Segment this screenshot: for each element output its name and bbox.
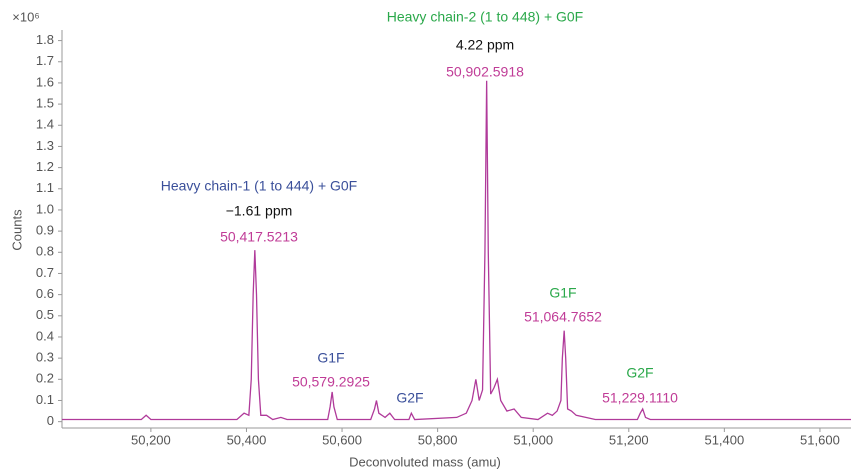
y-tick-label: 0 bbox=[47, 413, 54, 428]
y-multiplier: ×10⁶ bbox=[12, 9, 39, 24]
y-tick-label: 0.8 bbox=[36, 244, 54, 259]
y-tick-label: 1.1 bbox=[36, 180, 54, 195]
annotation: G2F bbox=[396, 390, 423, 406]
y-tick-label: 1.8 bbox=[36, 32, 54, 47]
annotation: 50,902.5918 bbox=[446, 64, 524, 80]
y-tick-label: 1.6 bbox=[36, 74, 54, 89]
annotation: Heavy chain-2 (1 to 448) + G0F bbox=[387, 9, 584, 25]
y-tick-label: 0.3 bbox=[36, 350, 54, 365]
x-tick-label: 50,600 bbox=[322, 432, 362, 447]
y-tick-label: 0.1 bbox=[36, 392, 54, 407]
annotation: 50,579.2925 bbox=[292, 374, 370, 390]
x-tick-label: 51,400 bbox=[704, 432, 744, 447]
y-tick-label: 0.2 bbox=[36, 371, 54, 386]
annotation: 50,417.5213 bbox=[220, 229, 298, 245]
y-tick-label: 1.7 bbox=[36, 53, 54, 68]
y-tick-label: 0.4 bbox=[36, 328, 54, 343]
y-tick-label: 1.2 bbox=[36, 159, 54, 174]
y-tick-label: 1.0 bbox=[36, 201, 54, 216]
y-tick-label: 0.7 bbox=[36, 265, 54, 280]
y-tick-label: 0.5 bbox=[36, 307, 54, 322]
x-tick-label: 50,800 bbox=[418, 432, 458, 447]
x-tick-label: 50,400 bbox=[227, 432, 267, 447]
y-axis-label: Counts bbox=[9, 209, 24, 251]
y-tick-label: 0.9 bbox=[36, 223, 54, 238]
x-tick-label: 51,000 bbox=[513, 432, 553, 447]
y-tick-label: 1.4 bbox=[36, 117, 54, 132]
spectrum-line bbox=[62, 80, 851, 421]
annotation: 4.22 ppm bbox=[456, 37, 514, 53]
annotation: G2F bbox=[626, 365, 653, 381]
annotation: 51,229.1110 bbox=[602, 390, 678, 406]
x-tick-label: 51,200 bbox=[609, 432, 649, 447]
x-axis-label: Deconvoluted mass (amu) bbox=[349, 454, 501, 469]
x-tick-label: 50,200 bbox=[131, 432, 171, 447]
y-tick-label: 1.5 bbox=[36, 96, 54, 111]
annotation: Heavy chain-1 (1 to 444) + G0F bbox=[161, 178, 358, 194]
x-tick-label: 51,600 bbox=[800, 432, 840, 447]
annotation: 51,064.7652 bbox=[524, 309, 602, 325]
y-tick-label: 0.6 bbox=[36, 286, 54, 301]
y-tick-label: 1.3 bbox=[36, 138, 54, 153]
annotation: −1.61 ppm bbox=[226, 203, 293, 219]
annotation: G1F bbox=[317, 350, 344, 366]
annotation: G1F bbox=[549, 285, 576, 301]
